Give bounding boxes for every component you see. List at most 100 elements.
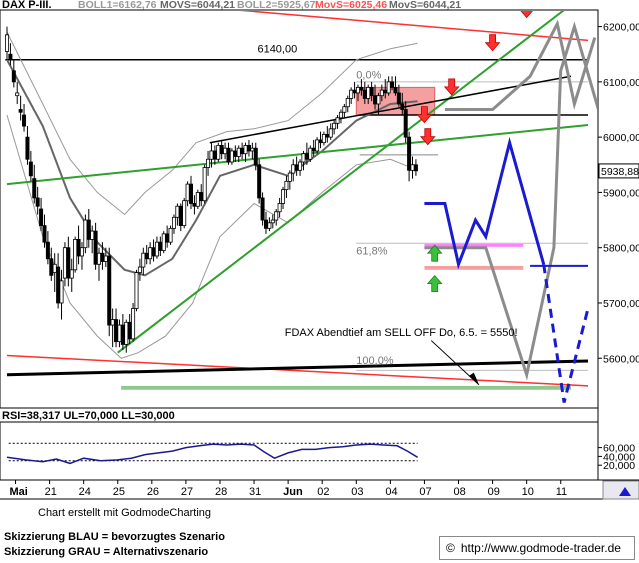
- candle: [274, 209, 279, 226]
- blue-scenario-path: [424, 136, 546, 270]
- candle-body: [66, 247, 71, 279]
- candle: [93, 222, 98, 270]
- candle-body: [400, 103, 405, 110]
- candle-body: [236, 147, 241, 157]
- price-tick-label: 6000,00: [603, 132, 639, 144]
- header-indicator: MovS=6025,46: [315, 0, 387, 11]
- candle: [413, 159, 418, 176]
- rsi-plot-frame: [0, 421, 599, 481]
- source-url-box[interactable]: © http://www.godmode-trader.de: [439, 536, 635, 560]
- annotation-pointer-head: [468, 372, 479, 385]
- candle: [73, 236, 78, 273]
- gray-scenario-upper-path: [444, 19, 597, 111]
- candle-body: [403, 109, 408, 138]
- candle-body: [209, 150, 214, 160]
- candle-body: [240, 147, 245, 155]
- time-tick-label: 09: [488, 486, 500, 498]
- candle-body: [110, 319, 115, 326]
- candle-body: [182, 200, 187, 226]
- candle-body: [267, 222, 272, 229]
- candle: [79, 242, 84, 270]
- candle: [206, 150, 211, 176]
- candle-body: [161, 233, 166, 251]
- green-uptrend-line: [117, 11, 565, 354]
- candle: [134, 269, 139, 312]
- header-indicator: BOLL1=6162,76: [78, 0, 157, 11]
- candle-body: [369, 86, 374, 97]
- candle: [390, 76, 395, 91]
- candle-body: [396, 92, 401, 105]
- header-indicator: MovS=6044,21: [389, 0, 461, 11]
- candle: [345, 95, 350, 113]
- candle-body: [35, 197, 40, 207]
- candle-body: [45, 241, 50, 260]
- candle-body: [39, 208, 44, 226]
- candle: [86, 209, 91, 248]
- scroll-control[interactable]: [602, 480, 639, 500]
- candle-body: [390, 81, 395, 88]
- candle-body: [192, 203, 197, 207]
- candle: [216, 142, 221, 163]
- candle-body: [158, 241, 163, 251]
- candle-body: [141, 252, 146, 268]
- rsi-tick-label: 60,000: [603, 443, 635, 455]
- candle-body: [274, 211, 279, 221]
- source-url[interactable]: http://www.godmode-trader.de: [460, 541, 621, 555]
- main-plot-frame: [0, 9, 599, 409]
- candle: [45, 231, 50, 265]
- price-tick-label: 5800,00: [603, 243, 639, 255]
- candle-body: [28, 161, 33, 177]
- candle-body: [270, 219, 275, 224]
- candle-body: [325, 133, 330, 138]
- candle-body: [229, 150, 234, 163]
- candle-body: [18, 109, 23, 113]
- price-tick-label: 5900,00: [603, 187, 639, 199]
- candle: [66, 236, 71, 287]
- candle: [42, 214, 47, 248]
- candle-body: [315, 139, 320, 152]
- candle: [393, 76, 398, 96]
- candle-body: [137, 266, 142, 273]
- candle: [25, 126, 30, 165]
- candle-body: [117, 324, 122, 343]
- candle-body: [90, 230, 95, 240]
- candle-body: [97, 252, 102, 265]
- candle-body: [332, 122, 337, 130]
- black-lower-line: [6, 359, 589, 377]
- candle-body: [338, 111, 343, 119]
- candle-body: [185, 183, 190, 202]
- candle-body: [257, 164, 262, 199]
- candle: [39, 197, 44, 232]
- candle-body: [352, 89, 357, 94]
- candle-body: [56, 266, 61, 304]
- candle-body: [59, 280, 64, 304]
- candle: [369, 81, 374, 102]
- candle-body: [32, 178, 37, 199]
- annotation-label: FDAX Abendtief am SELL OFF Do, 6.5. = 55…: [285, 327, 518, 339]
- candle-body: [321, 133, 326, 144]
- candle-body: [386, 81, 391, 94]
- rsi-tick-label: 20,000: [603, 460, 635, 472]
- candle-body: [107, 255, 112, 326]
- price-tick-label: 5600,00: [603, 353, 639, 365]
- time-tick-label: Mai: [10, 486, 28, 498]
- candle: [35, 186, 40, 215]
- candle: [284, 175, 289, 198]
- candle-body: [103, 255, 108, 262]
- candle-body: [318, 139, 323, 144]
- rsi-line: [6, 443, 418, 465]
- candle-body: [359, 86, 364, 91]
- candle-body: [216, 145, 221, 160]
- time-tick-label: 28: [215, 486, 227, 498]
- candle: [270, 214, 275, 229]
- candle: [407, 131, 412, 182]
- candle-body: [22, 114, 27, 127]
- candle: [396, 84, 401, 107]
- candle: [400, 92, 405, 116]
- moving-average-gray-line: [6, 59, 418, 277]
- down-arrow: [484, 34, 501, 52]
- price-axis: [598, 10, 639, 480]
- chart-credit: Chart erstellt mit GodmodeCharting: [38, 507, 212, 519]
- annotation-label: 100,0%: [356, 355, 394, 367]
- candle: [349, 87, 354, 104]
